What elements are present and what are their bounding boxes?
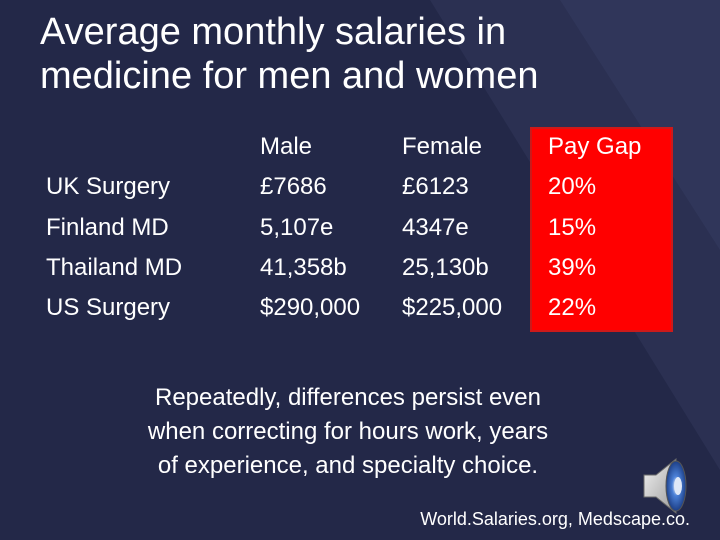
note-line-2: when correcting for hours work, years bbox=[147, 418, 549, 445]
speaker-icon[interactable] bbox=[640, 455, 696, 517]
slide-title: Average monthly salaries in medicine for… bbox=[40, 10, 680, 98]
note-text: Repeatedly, differences persist even whe… bbox=[100, 381, 596, 483]
male-salary: 5,107e bbox=[260, 214, 334, 241]
pay-gap-highlight bbox=[530, 127, 673, 332]
pay-gap-value: 39% bbox=[548, 254, 597, 281]
slide-title-line-1: Average monthly salaries in bbox=[40, 11, 507, 53]
female-salary: $225,000 bbox=[402, 294, 503, 321]
pay-gap-value: 15% bbox=[548, 214, 597, 241]
male-salary: 41,358b bbox=[260, 254, 347, 281]
female-salary: £6123 bbox=[402, 173, 469, 200]
note-line-1: Repeatedly, differences persist even bbox=[154, 384, 541, 411]
row-label: UK Surgery bbox=[46, 173, 171, 200]
female-salary: 25,130b bbox=[402, 254, 489, 281]
female-salary: 4347e bbox=[402, 214, 469, 241]
source-citation: World.Salaries.org, Medscape.co. bbox=[420, 509, 690, 529]
pay-gap-value: 20% bbox=[548, 173, 597, 200]
header-female: Female bbox=[402, 133, 483, 160]
header-pay-gap: Pay Gap bbox=[548, 133, 642, 160]
note-line-3: of experience, and specialty choice. bbox=[157, 452, 539, 479]
pay-gap-value: 22% bbox=[548, 294, 597, 321]
row-label: Finland MD bbox=[46, 214, 169, 241]
header-male: Male bbox=[260, 133, 313, 160]
row-label: Thailand MD bbox=[46, 254, 183, 281]
row-label: US Surgery bbox=[46, 294, 171, 321]
male-salary: £7686 bbox=[260, 173, 327, 200]
slide-title-line-2: medicine for men and women bbox=[40, 55, 539, 97]
male-salary: $290,000 bbox=[260, 294, 361, 321]
